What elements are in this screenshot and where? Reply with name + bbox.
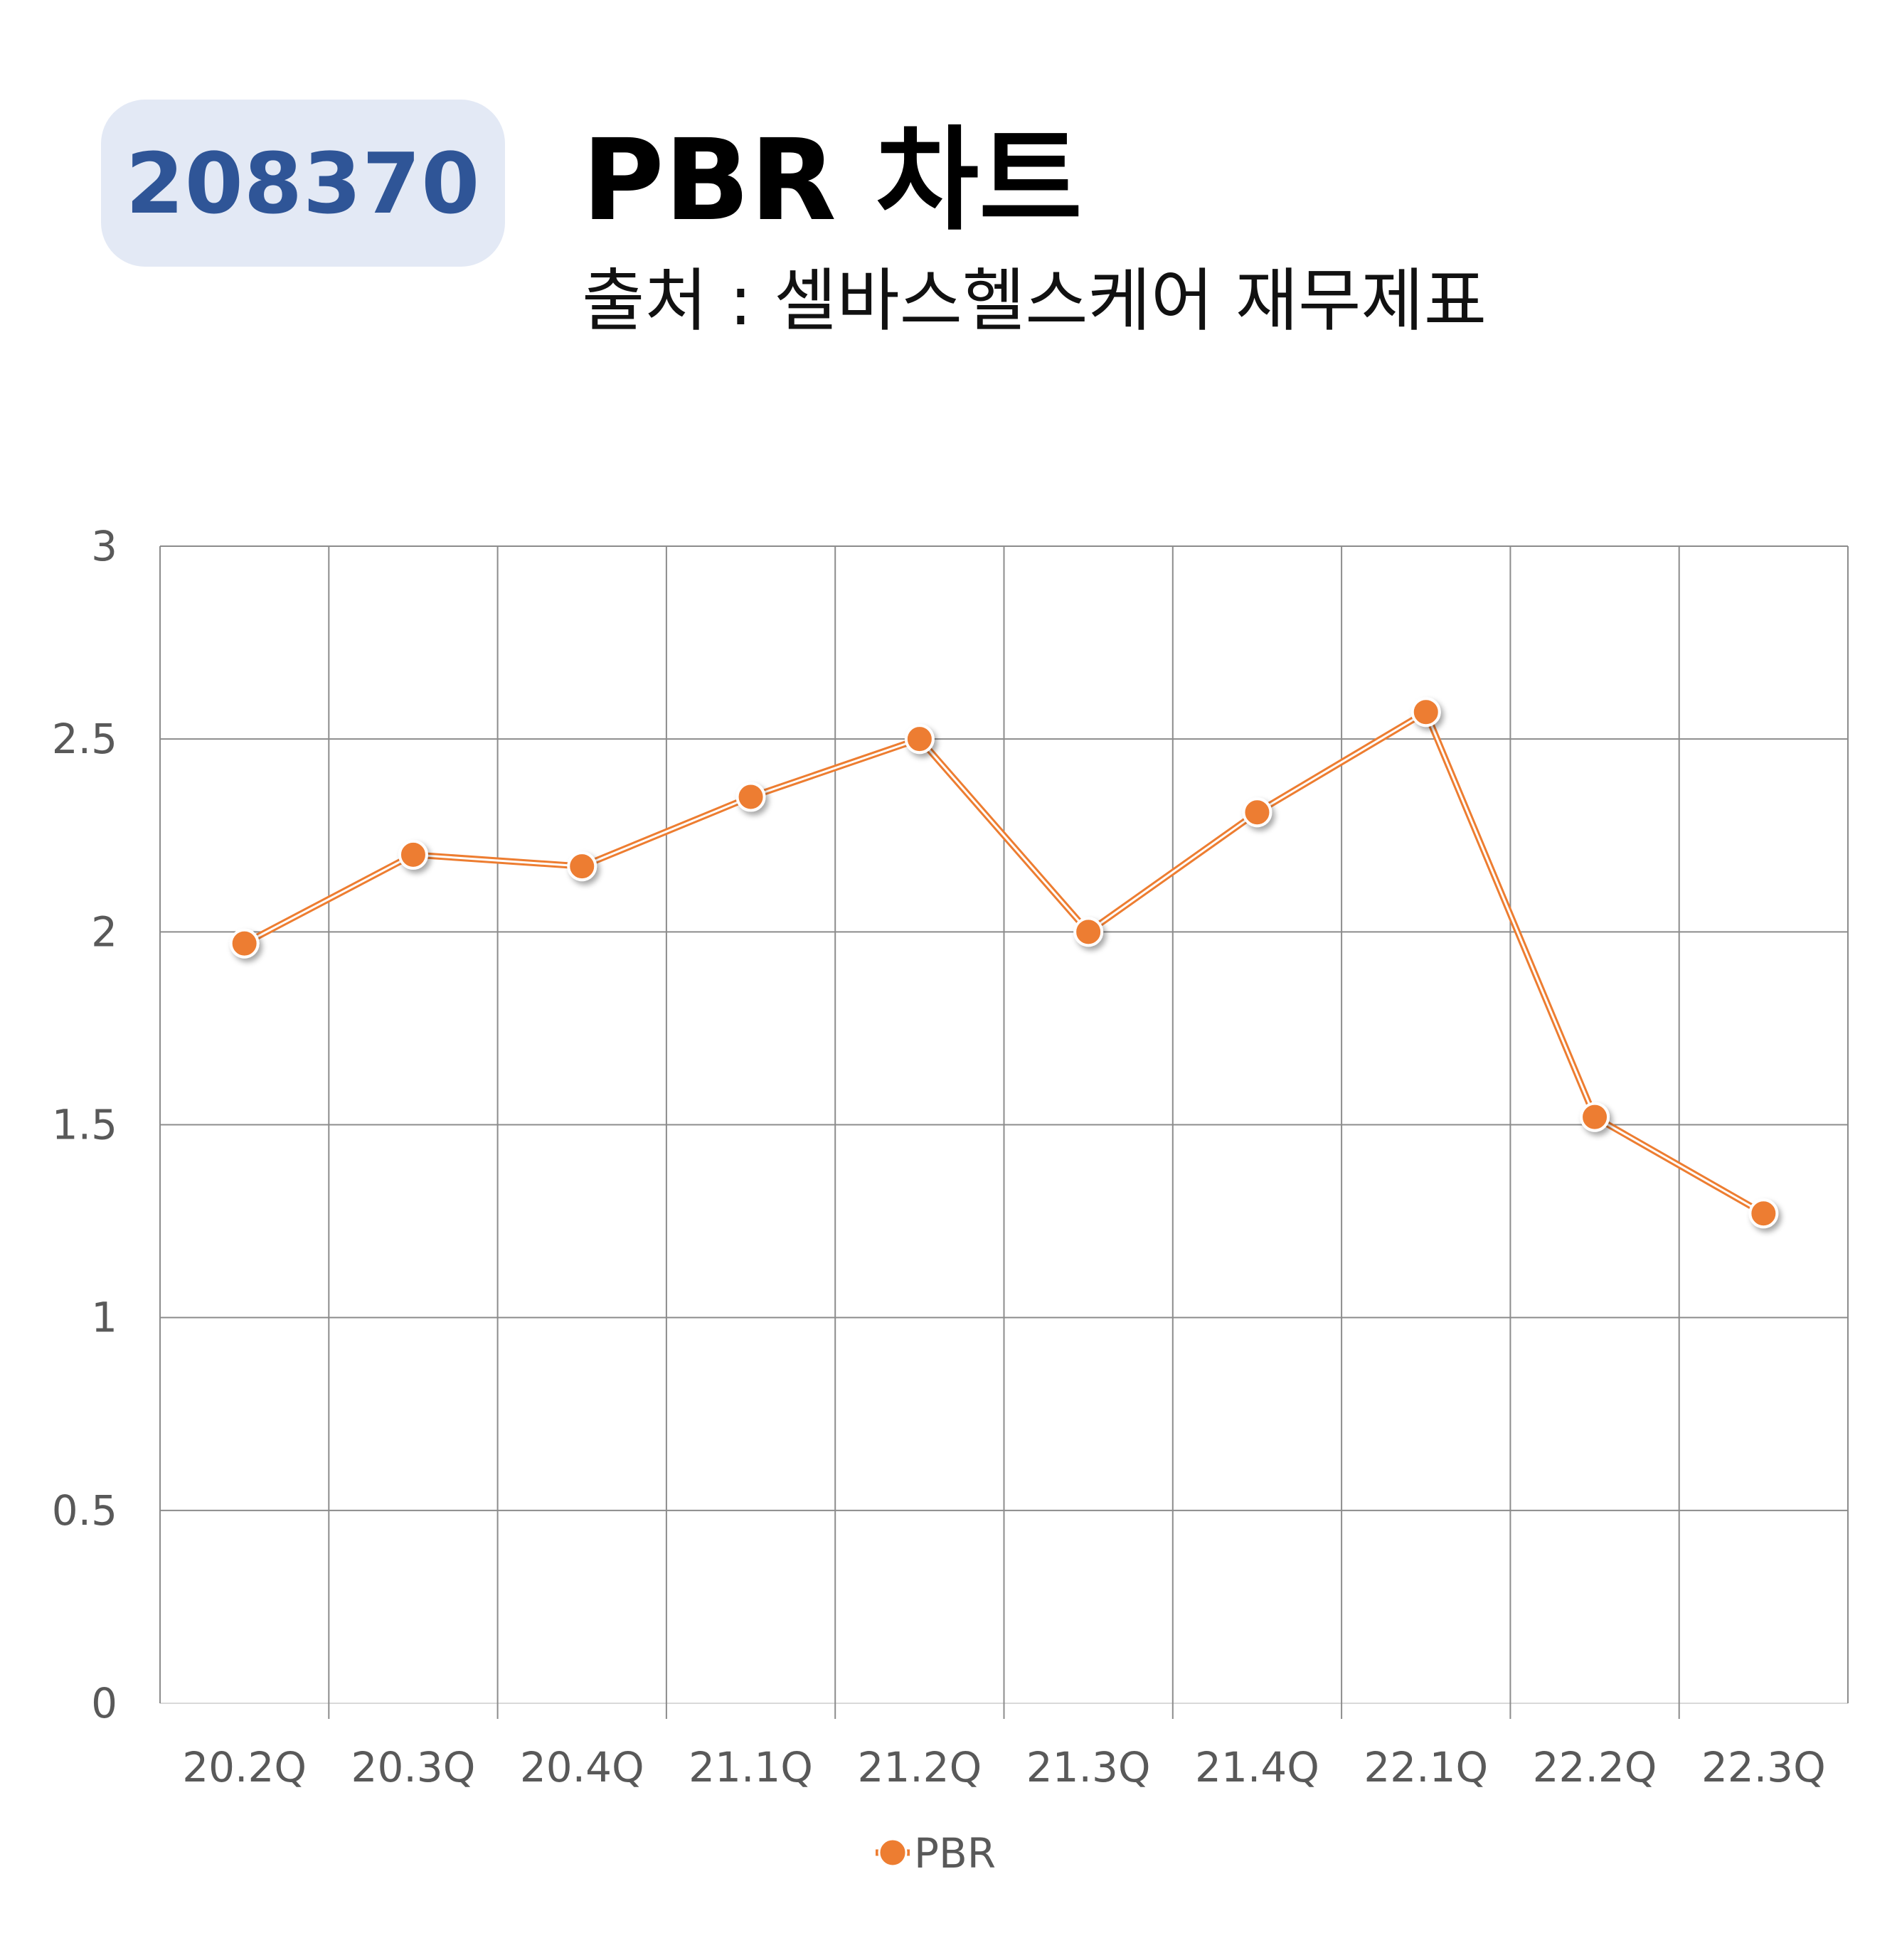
y-tick-label: 1 [91, 1294, 117, 1342]
data-point [398, 839, 428, 870]
data-point [735, 782, 766, 812]
axis-layer: 0 0.5 1 1.5 2 2.5 3 20.2Q 20.3Q 20.4Q 21.1Q 21.2Q 21… [52, 522, 1826, 1791]
data-point [229, 928, 260, 959]
data-point [1748, 1198, 1779, 1229]
ticker-code: 208370 [125, 134, 481, 233]
chart-title: PBR 차트 [582, 115, 1083, 246]
x-tick-label: 22.3Q [1701, 1743, 1826, 1791]
y-tick-label: 2.5 [52, 715, 117, 763]
data-point [1410, 697, 1441, 728]
ticker-badge: 208370 [101, 100, 505, 267]
x-tick-label: 22.2Q [1533, 1743, 1657, 1791]
grid-layer [159, 545, 1849, 1719]
x-tick-label: 21.3Q [1026, 1743, 1151, 1791]
x-tick-label: 21.2Q [857, 1743, 982, 1791]
x-tick-label: 20.3Q [351, 1743, 476, 1791]
legend-label: PBR [914, 1829, 996, 1878]
series-layer [229, 697, 1779, 1229]
x-tick-label: 21.1Q [689, 1743, 813, 1791]
y-tick-label: 3 [91, 522, 117, 570]
chart-subtitle: 출처 : 셀바스헬스케어 재무제표 [582, 261, 1487, 341]
x-tick-label: 20.2Q [182, 1743, 307, 1791]
x-tick-label: 21.4Q [1195, 1743, 1319, 1791]
data-point [1242, 797, 1272, 828]
data-point [1580, 1102, 1610, 1132]
y-tick-label: 1.5 [52, 1101, 117, 1149]
legend-marker-swatch [878, 1838, 908, 1868]
data-point [1073, 917, 1104, 947]
y-tick-label: 2 [91, 907, 117, 956]
legend-layer: PBR [876, 1829, 996, 1878]
y-tick-label: 0 [91, 1679, 117, 1727]
x-tick-label: 20.4Q [520, 1743, 644, 1791]
x-tick-label: 22.1Q [1364, 1743, 1488, 1791]
data-point [567, 851, 597, 882]
data-point [904, 724, 935, 755]
series-line-highlight [243, 710, 1765, 1215]
y-tick-label: 0.5 [52, 1486, 117, 1535]
